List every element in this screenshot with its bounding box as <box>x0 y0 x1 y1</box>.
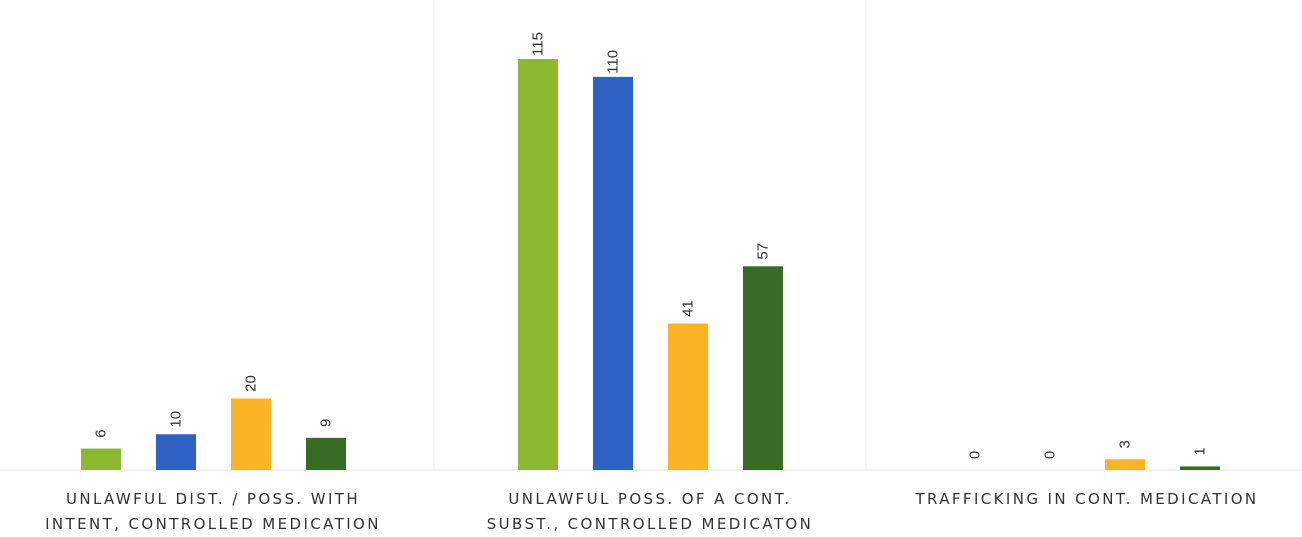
data-label-3-2: 0 <box>1042 451 1059 459</box>
bar-1-1 <box>81 448 121 470</box>
data-label-3-4: 1 <box>1192 447 1209 455</box>
bar-2-1 <box>518 59 558 470</box>
data-label-3-3: 3 <box>1117 440 1134 448</box>
data-label-1-3: 20 <box>243 375 260 392</box>
bar-1-3 <box>231 398 271 470</box>
category-label-2-line-1: UNLAWFUL POSS. OF A CONT. <box>508 490 791 508</box>
bar-3-4 <box>1180 466 1220 470</box>
bar-3-3 <box>1105 459 1145 470</box>
bar-2-4 <box>743 266 783 470</box>
bar-1-2 <box>156 434 196 470</box>
bar-2-2 <box>593 76 633 470</box>
category-label-1-line-1: UNLAWFUL DIST. / POSS. WITH <box>66 490 360 508</box>
data-label-1-4: 9 <box>318 419 335 427</box>
bar-2-3 <box>668 323 708 470</box>
category-label-group: UNLAWFUL DIST. / POSS. WITH INTENT, CONTR… <box>45 490 1258 533</box>
data-label-2-3: 41 <box>680 300 697 317</box>
bar-1-4 <box>306 437 346 470</box>
data-label-3-1: 0 <box>967 451 984 459</box>
category-label-3-line-1: TRAFFICKING IN CONT. MEDICATION <box>914 490 1258 508</box>
data-label-group: 6 115 0 10 110 0 20 41 3 9 57 1 <box>93 32 1209 459</box>
bar-series-group <box>81 59 1220 470</box>
data-label-2-1: 115 <box>530 32 547 56</box>
data-label-1-1: 6 <box>93 429 110 437</box>
data-label-2-2: 110 <box>605 50 622 74</box>
data-label-2-4: 57 <box>755 243 772 260</box>
category-label-1-line-2: INTENT, CONTROLLED MEDICATION <box>45 515 381 533</box>
category-label-2-line-2: SUBST., CONTROLLED MEDICATON <box>487 515 814 533</box>
data-label-1-2: 10 <box>168 411 185 428</box>
category-dividers <box>433 0 867 470</box>
